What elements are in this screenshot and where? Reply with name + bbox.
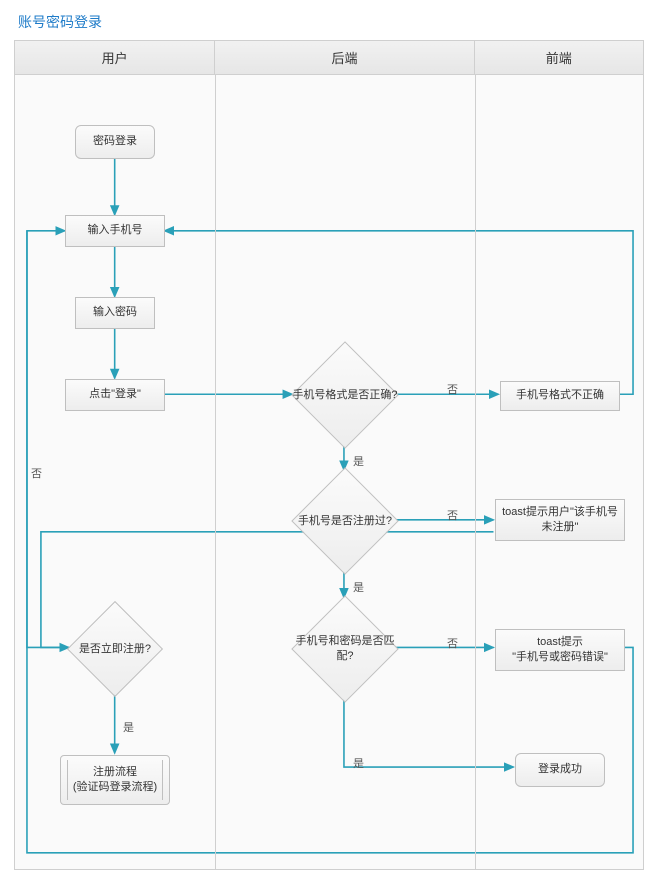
diamond-shape bbox=[291, 467, 398, 574]
decision-d_pwd_match: 手机号和密码是否匹配? bbox=[307, 611, 383, 687]
swimlane-header-row: 用户后端前端 bbox=[15, 41, 643, 75]
diamond-shape bbox=[67, 601, 163, 697]
node-input_pwd: 输入密码 bbox=[75, 297, 155, 329]
edge-d_reg_now-to-input_phone bbox=[27, 231, 69, 648]
lane-header-frontend: 前端 bbox=[474, 41, 643, 75]
edge-label: 是 bbox=[351, 579, 366, 595]
diamond-shape bbox=[291, 341, 398, 448]
node-reg_flow: 注册流程(验证码登录流程) bbox=[60, 755, 170, 805]
node-click_login: 点击"登录" bbox=[65, 379, 165, 411]
edge-label: 否 bbox=[445, 635, 460, 651]
decision-d_phone_fmt: 手机号格式是否正确? bbox=[307, 357, 383, 433]
node-pwd_login: 密码登录 bbox=[75, 125, 155, 159]
node-input_phone: 输入手机号 bbox=[65, 215, 165, 247]
edge-d_pwd_match-to-login_ok bbox=[344, 699, 513, 767]
edge-fmt_wrong-to-input_phone bbox=[165, 231, 634, 394]
diamond-shape bbox=[291, 595, 398, 702]
node-login_ok: 登录成功 bbox=[515, 753, 605, 787]
edge-label: 是 bbox=[121, 719, 136, 735]
edge-label: 是 bbox=[351, 453, 366, 469]
flowchart-canvas: 用户后端前端 密码登录输入手机号输入密码点击"登录" 手机号格式是否正确? 手机号是… bbox=[14, 40, 644, 870]
node-toast_unreg: toast提示用户"该手机号未注册" bbox=[495, 499, 625, 541]
decision-d_reg_now: 是否立即注册? bbox=[81, 615, 149, 683]
lane-divider bbox=[475, 75, 476, 869]
node-fmt_wrong: 手机号格式不正确 bbox=[500, 381, 620, 411]
edges-layer bbox=[15, 75, 643, 869]
edge-label: 是 bbox=[351, 755, 366, 771]
lane-divider bbox=[215, 75, 216, 869]
page-title: 账号密码登录 bbox=[0, 0, 658, 40]
edge-label: 否 bbox=[29, 465, 44, 481]
lane-header-backend: 后端 bbox=[214, 41, 473, 75]
lane-header-user: 用户 bbox=[15, 41, 214, 75]
node-toast_pwd: toast提示"手机号或密码错误" bbox=[495, 629, 625, 671]
decision-d_registered: 手机号是否注册过? bbox=[307, 483, 383, 559]
edge-label: 否 bbox=[445, 507, 460, 523]
swimlane-body: 密码登录输入手机号输入密码点击"登录" 手机号格式是否正确? 手机号是否注册过? 手机… bbox=[15, 75, 643, 869]
edge-label: 否 bbox=[445, 381, 460, 397]
